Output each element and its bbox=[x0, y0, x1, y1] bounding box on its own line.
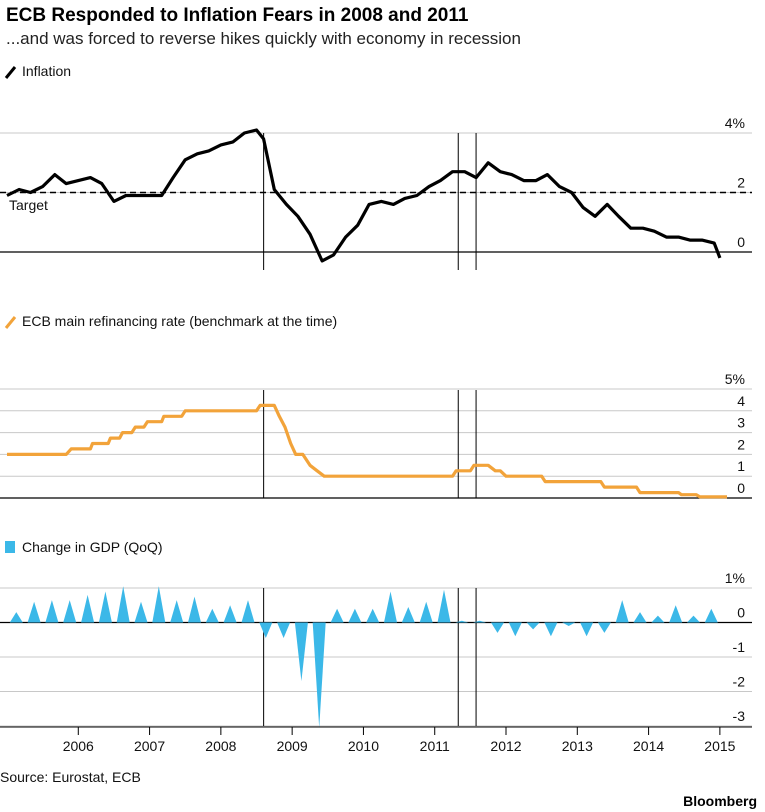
gdp-bar bbox=[277, 622, 291, 638]
gdp-bar bbox=[526, 622, 540, 630]
inflation-legend-label: Inflation bbox=[22, 63, 71, 79]
gdp-bar bbox=[188, 596, 201, 623]
x-tick-label: 2012 bbox=[490, 738, 521, 754]
rate-legend-label: ECB main refinancing rate (benchmark at … bbox=[22, 313, 337, 329]
inflation-series-line bbox=[6, 128, 722, 263]
x-tick-label: 2013 bbox=[562, 738, 593, 754]
inflation-legend-swatch bbox=[4, 66, 17, 79]
gdp-bar bbox=[437, 589, 451, 623]
gdp-bar bbox=[259, 622, 273, 638]
gdp-bar bbox=[651, 615, 665, 623]
x-tick-label: 2015 bbox=[704, 738, 735, 754]
x-tick-label: 2007 bbox=[134, 738, 165, 754]
gdp-bar bbox=[544, 622, 558, 637]
gdp-bar bbox=[98, 591, 112, 623]
brand-logo: Bloomberg bbox=[683, 793, 757, 809]
gdp-bar bbox=[134, 601, 148, 623]
gdp-bar bbox=[669, 605, 683, 623]
gdp-bar bbox=[615, 600, 629, 623]
y-tick-label: 5% bbox=[725, 371, 745, 387]
gdp-legend-label: Change in GDP (QoQ) bbox=[22, 539, 163, 555]
gdp-bar bbox=[419, 601, 433, 623]
gdp-bar bbox=[27, 601, 41, 623]
x-tick-label: 2014 bbox=[633, 738, 664, 754]
y-tick-label: 0 bbox=[737, 480, 745, 496]
gdp-bar bbox=[597, 622, 611, 633]
grid-layer bbox=[0, 132, 752, 727]
y-tick-label: -3 bbox=[733, 708, 746, 724]
y-tick-label: -1 bbox=[733, 639, 746, 655]
gdp-bar bbox=[473, 620, 487, 623]
gdp-bar bbox=[205, 608, 219, 623]
source-note: Source: Eurostat, ECB bbox=[0, 769, 141, 785]
x-tick-label: 2009 bbox=[277, 738, 308, 754]
x-tick-label: 2008 bbox=[205, 738, 236, 754]
chart-subtitle: ...and was forced to reverse hikes quick… bbox=[6, 29, 521, 48]
y-tick-label: 0 bbox=[737, 234, 745, 250]
y-tick-label: 0 bbox=[737, 605, 745, 621]
y-tick-label: 3 bbox=[737, 415, 745, 431]
gdp-bar bbox=[633, 612, 647, 623]
y-tick-label: 1 bbox=[737, 458, 745, 474]
gdp-bar bbox=[294, 622, 308, 682]
rate-legend-swatch bbox=[4, 316, 17, 329]
gdp-bar bbox=[348, 608, 362, 623]
gdp-bar bbox=[116, 586, 130, 623]
gdp-bar bbox=[312, 622, 326, 728]
gdp-bar bbox=[384, 591, 397, 623]
y-tick-label: 4% bbox=[725, 115, 745, 131]
gdp-bar bbox=[45, 600, 59, 623]
target-annotation: Target bbox=[9, 197, 48, 213]
gdp-bar bbox=[81, 594, 95, 623]
y-tick-label: 2 bbox=[737, 436, 745, 452]
gdp-bar bbox=[63, 600, 77, 623]
tick-labels: 0 2 4% 0 1 2 3 4 5% -3 -2 -1 0 1% 2006 2007 2008 2009 2010… bbox=[0, 115, 752, 754]
gdp-bar bbox=[401, 607, 415, 623]
gdp-bar bbox=[170, 600, 184, 623]
x-tick-label: 2011 bbox=[420, 738, 450, 754]
gdp-bar bbox=[455, 620, 469, 623]
y-tick-label: 2 bbox=[737, 175, 745, 191]
gdp-bar bbox=[241, 600, 255, 623]
event-lines bbox=[263, 133, 477, 726]
gdp-bar bbox=[152, 586, 166, 623]
gdp-bar bbox=[366, 608, 380, 623]
gdp-bar bbox=[704, 608, 718, 623]
gdp-bar bbox=[491, 622, 504, 633]
y-tick-label: 4 bbox=[737, 393, 745, 409]
gdp-bar bbox=[580, 622, 594, 637]
y-tick-label: -2 bbox=[733, 674, 746, 690]
series-layer bbox=[0, 128, 752, 728]
gdp-bar bbox=[687, 615, 700, 623]
y-tick-label: 1% bbox=[725, 570, 745, 586]
gdp-bar bbox=[508, 622, 522, 637]
gdp-bar bbox=[9, 612, 23, 623]
x-tick-label: 2006 bbox=[63, 738, 94, 754]
gdp-legend-swatch bbox=[5, 541, 15, 553]
gdp-bar bbox=[223, 605, 237, 623]
gdp-bar bbox=[562, 622, 576, 626]
refinancing-rate-line bbox=[7, 403, 727, 499]
x-tick-label: 2010 bbox=[348, 738, 379, 754]
chart-title: ECB Responded to Inflation Fears in 2008… bbox=[6, 5, 469, 26]
gdp-bar bbox=[330, 608, 344, 623]
